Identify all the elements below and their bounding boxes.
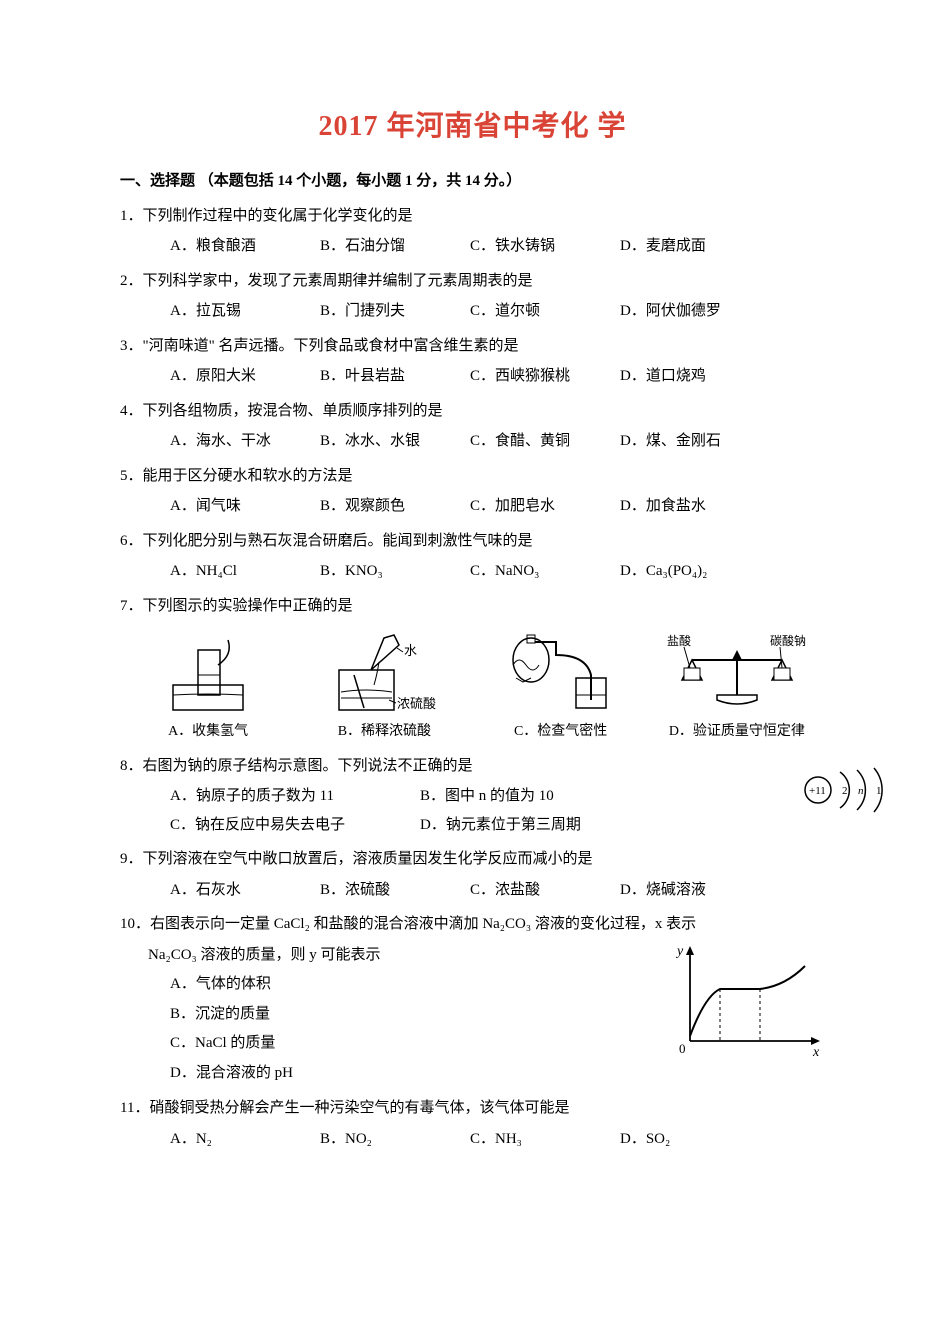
q5-opt-b: B．观察颜色 — [320, 492, 470, 521]
q4-opt-a: A．海水、干冰 — [170, 427, 320, 456]
q7-fig-b: 水 浓硫酸 — [309, 630, 459, 715]
xlabel: x — [812, 1045, 820, 1060]
atom-shell-2: n — [858, 785, 864, 797]
q6-opt-a: A．NH₄Cl — [170, 557, 320, 586]
label-h2so4: 浓硫酸 — [397, 696, 436, 711]
q4-opt-d: D．煤、金刚石 — [620, 427, 770, 456]
q3-opt-a: A．原阳大米 — [170, 362, 320, 391]
question-6: 6．下列化肥分别与熟石灰混合研磨后。能闻到刺激性气味的是 A．NH₄Cl B．K… — [120, 527, 825, 586]
q2-opt-d: D．阿伏伽德罗 — [620, 297, 770, 326]
q7-cap-a: A．收集氢气 — [133, 719, 283, 746]
atom-center-label: +11 — [809, 785, 826, 797]
question-3: 3．"河南味道" 名声远播。下列食品或食材中富含维生素的是 A．原阳大米 B．叶… — [120, 332, 825, 391]
q4-opt-c: C．食醋、黄铜 — [470, 427, 620, 456]
q6-opt-d: D．Ca₃(PO₄)₂ — [620, 557, 770, 586]
q8-stem: 8．右图为钠的原子结构示意图。下列说法不正确的是 — [120, 752, 825, 781]
section-1-heading: 一、选择题 （本题包括 14 个小题，每小题 1 分，共 14 分。） — [120, 167, 825, 196]
question-11: 11．硝酸铜受热分解会产生一种污染空气的有毒气体，该气体可能是 A．N₂ B．N… — [120, 1094, 825, 1153]
q10-chart: y x 0 — [665, 941, 825, 1072]
q7-cap-c: C．检查气密性 — [486, 719, 636, 746]
label-na2co3: 碳酸钠 — [770, 633, 806, 648]
q7-cap-b: B．稀释浓硫酸 — [309, 719, 459, 746]
q8-opt-b: B．图中 n 的值为 10 — [420, 782, 670, 811]
q5-opt-c: C．加肥皂水 — [470, 492, 620, 521]
question-5: 5．能用于区分硬水和软水的方法是 A．闻气味 B．观察颜色 C．加肥皂水 D．加… — [120, 462, 825, 521]
atom-shell-3: 1 — [876, 785, 882, 797]
q6-opt-c: C．NaNO₃ — [470, 557, 620, 586]
q7-fig-d: 盐酸 碳酸钠 — [662, 630, 812, 715]
q4-stem: 4．下列各组物质，按混合物、单质顺序排列的是 — [120, 397, 825, 426]
question-10: 10．右图表示向一定量 CaCl₂ 和盐酸的混合溶液中滴加 Na₂CO₃ 溶液的… — [120, 910, 825, 1088]
atom-structure-icon: +11 2 n 1 — [800, 762, 895, 828]
label-water: 水 — [404, 643, 417, 658]
q1-opt-b: B．石油分馏 — [320, 232, 470, 261]
q2-stem: 2．下列科学家中，发现了元素周期律并编制了元素周期表的是 — [120, 267, 825, 296]
q1-opt-a: A．粮食酿酒 — [170, 232, 320, 261]
q11-opt-d: D．SO₂ — [620, 1125, 770, 1154]
question-2: 2．下列科学家中，发现了元素周期律并编制了元素周期表的是 A．拉瓦锡 B．门捷列… — [120, 267, 825, 326]
q6-opt-b: B．KNO₃ — [320, 557, 470, 586]
q5-opt-d: D．加食盐水 — [620, 492, 770, 521]
ylabel: y — [675, 944, 684, 959]
q8-opt-c: C．钠在反应中易失去电子 — [170, 811, 420, 840]
q7-fig-c — [486, 630, 636, 715]
q7-stem: 7．下列图示的实验操作中正确的是 — [120, 592, 825, 621]
q8-opt-a: A．钠原子的质子数为 11 — [170, 782, 420, 811]
q7-figures: 水 浓硫酸 — [120, 630, 825, 715]
q3-opt-b: B．叶县岩盐 — [320, 362, 470, 391]
q11-opt-a: A．N₂ — [170, 1125, 320, 1154]
q2-opt-b: B．门捷列夫 — [320, 297, 470, 326]
q11-opt-b: B．NO₂ — [320, 1125, 470, 1154]
q7-cap-d: D．验证质量守恒定律 — [662, 719, 812, 746]
q4-opt-b: B．冰水、水银 — [320, 427, 470, 456]
q7-fig-a — [133, 635, 283, 715]
q1-opt-c: C．铁水铸锅 — [470, 232, 620, 261]
q5-opt-a: A．闻气味 — [170, 492, 320, 521]
question-4: 4．下列各组物质，按混合物、单质顺序排列的是 A．海水、干冰 B．冰水、水银 C… — [120, 397, 825, 456]
title-red: 2017 年河南省中考 — [318, 111, 560, 142]
title-subject: 化 学 — [561, 111, 627, 142]
q11-stem: 11．硝酸铜受热分解会产生一种污染空气的有毒气体，该气体可能是 — [120, 1094, 825, 1123]
q9-stem: 9．下列溶液在空气中敞口放置后，溶液质量因发生化学反应而减小的是 — [120, 845, 825, 874]
question-7: 7．下列图示的实验操作中正确的是 水 浓硫酸 — [120, 592, 825, 746]
q7-captions: A．收集氢气 B．稀释浓硫酸 C．检查气密性 D．验证质量守恒定律 — [120, 719, 825, 746]
q2-opt-c: C．道尔顿 — [470, 297, 620, 326]
q1-opt-d: D．麦磨成面 — [620, 232, 770, 261]
label-hcl: 盐酸 — [667, 633, 691, 648]
q5-stem: 5．能用于区分硬水和软水的方法是 — [120, 462, 825, 491]
q2-opt-a: A．拉瓦锡 — [170, 297, 320, 326]
q9-opt-a: A．石灰水 — [170, 876, 320, 905]
question-8: 8．右图为钠的原子结构示意图。下列说法不正确的是 +11 2 n 1 A．钠原子… — [120, 752, 825, 840]
q9-opt-b: B．浓硫酸 — [320, 876, 470, 905]
q1-stem: 1．下列制作过程中的变化属于化学变化的是 — [120, 202, 825, 231]
q9-opt-c: C．浓盐酸 — [470, 876, 620, 905]
q11-opt-c: C．NH₃ — [470, 1125, 620, 1154]
q8-opt-d: D．钠元素位于第三周期 — [420, 811, 670, 840]
origin-label: 0 — [679, 1041, 686, 1056]
q3-opt-c: C．西峡猕猴桃 — [470, 362, 620, 391]
q3-opt-d: D．道口烧鸡 — [620, 362, 770, 391]
atom-shell-1: 2 — [842, 785, 848, 797]
q10-stem-1: 10．右图表示向一定量 CaCl₂ 和盐酸的混合溶液中滴加 Na₂CO₃ 溶液的… — [120, 910, 825, 939]
page-title: 2017 年河南省中考化 学 — [120, 100, 825, 153]
q3-stem: 3．"河南味道" 名声远播。下列食品或食材中富含维生素的是 — [120, 332, 825, 361]
question-1: 1．下列制作过程中的变化属于化学变化的是 A．粮食酿酒 B．石油分馏 C．铁水铸… — [120, 202, 825, 261]
q9-opt-d: D．烧碱溶液 — [620, 876, 770, 905]
question-9: 9．下列溶液在空气中敞口放置后，溶液质量因发生化学反应而减小的是 A．石灰水 B… — [120, 845, 825, 904]
q6-stem: 6．下列化肥分别与熟石灰混合研磨后。能闻到刺激性气味的是 — [120, 527, 825, 556]
